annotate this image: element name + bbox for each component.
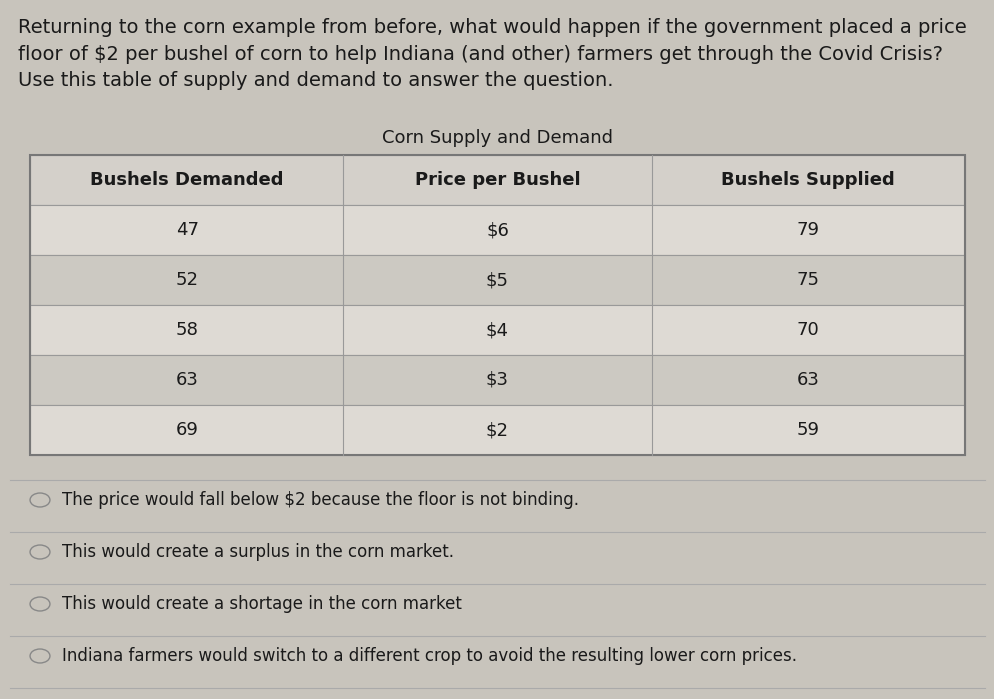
Bar (30, 405, 964, 455)
Text: Returning to the corn example from before, what would happen if the government p: Returning to the corn example from befor… (18, 18, 966, 90)
Text: 59: 59 (795, 421, 819, 439)
Text: 69: 69 (176, 421, 199, 439)
Text: $4: $4 (485, 321, 509, 339)
Text: Bushels Demanded: Bushels Demanded (90, 171, 283, 189)
Text: $6: $6 (486, 221, 508, 239)
Text: This would create a shortage in the corn market: This would create a shortage in the corn… (62, 595, 461, 613)
Text: 52: 52 (175, 271, 199, 289)
Text: $2: $2 (485, 421, 509, 439)
Text: The price would fall below $2 because the floor is not binding.: The price would fall below $2 because th… (62, 491, 579, 509)
Text: $5: $5 (485, 271, 509, 289)
Bar (30, 205, 964, 255)
Text: 47: 47 (175, 221, 199, 239)
Bar (30, 355, 964, 405)
Text: 63: 63 (176, 371, 199, 389)
Text: $3: $3 (485, 371, 509, 389)
Text: Indiana farmers would switch to a different crop to avoid the resulting lower co: Indiana farmers would switch to a differ… (62, 647, 796, 665)
Text: 75: 75 (795, 271, 819, 289)
Text: 79: 79 (795, 221, 819, 239)
Bar (30, 155, 964, 205)
Text: Corn Supply and Demand: Corn Supply and Demand (382, 129, 612, 147)
Text: 70: 70 (796, 321, 818, 339)
Text: 63: 63 (795, 371, 818, 389)
Text: 58: 58 (176, 321, 199, 339)
Bar (30, 255, 964, 305)
Bar (30, 155, 964, 455)
Text: Bushels Supplied: Bushels Supplied (721, 171, 894, 189)
Bar (30, 305, 964, 355)
Text: Price per Bushel: Price per Bushel (414, 171, 580, 189)
Text: This would create a surplus in the corn market.: This would create a surplus in the corn … (62, 543, 453, 561)
